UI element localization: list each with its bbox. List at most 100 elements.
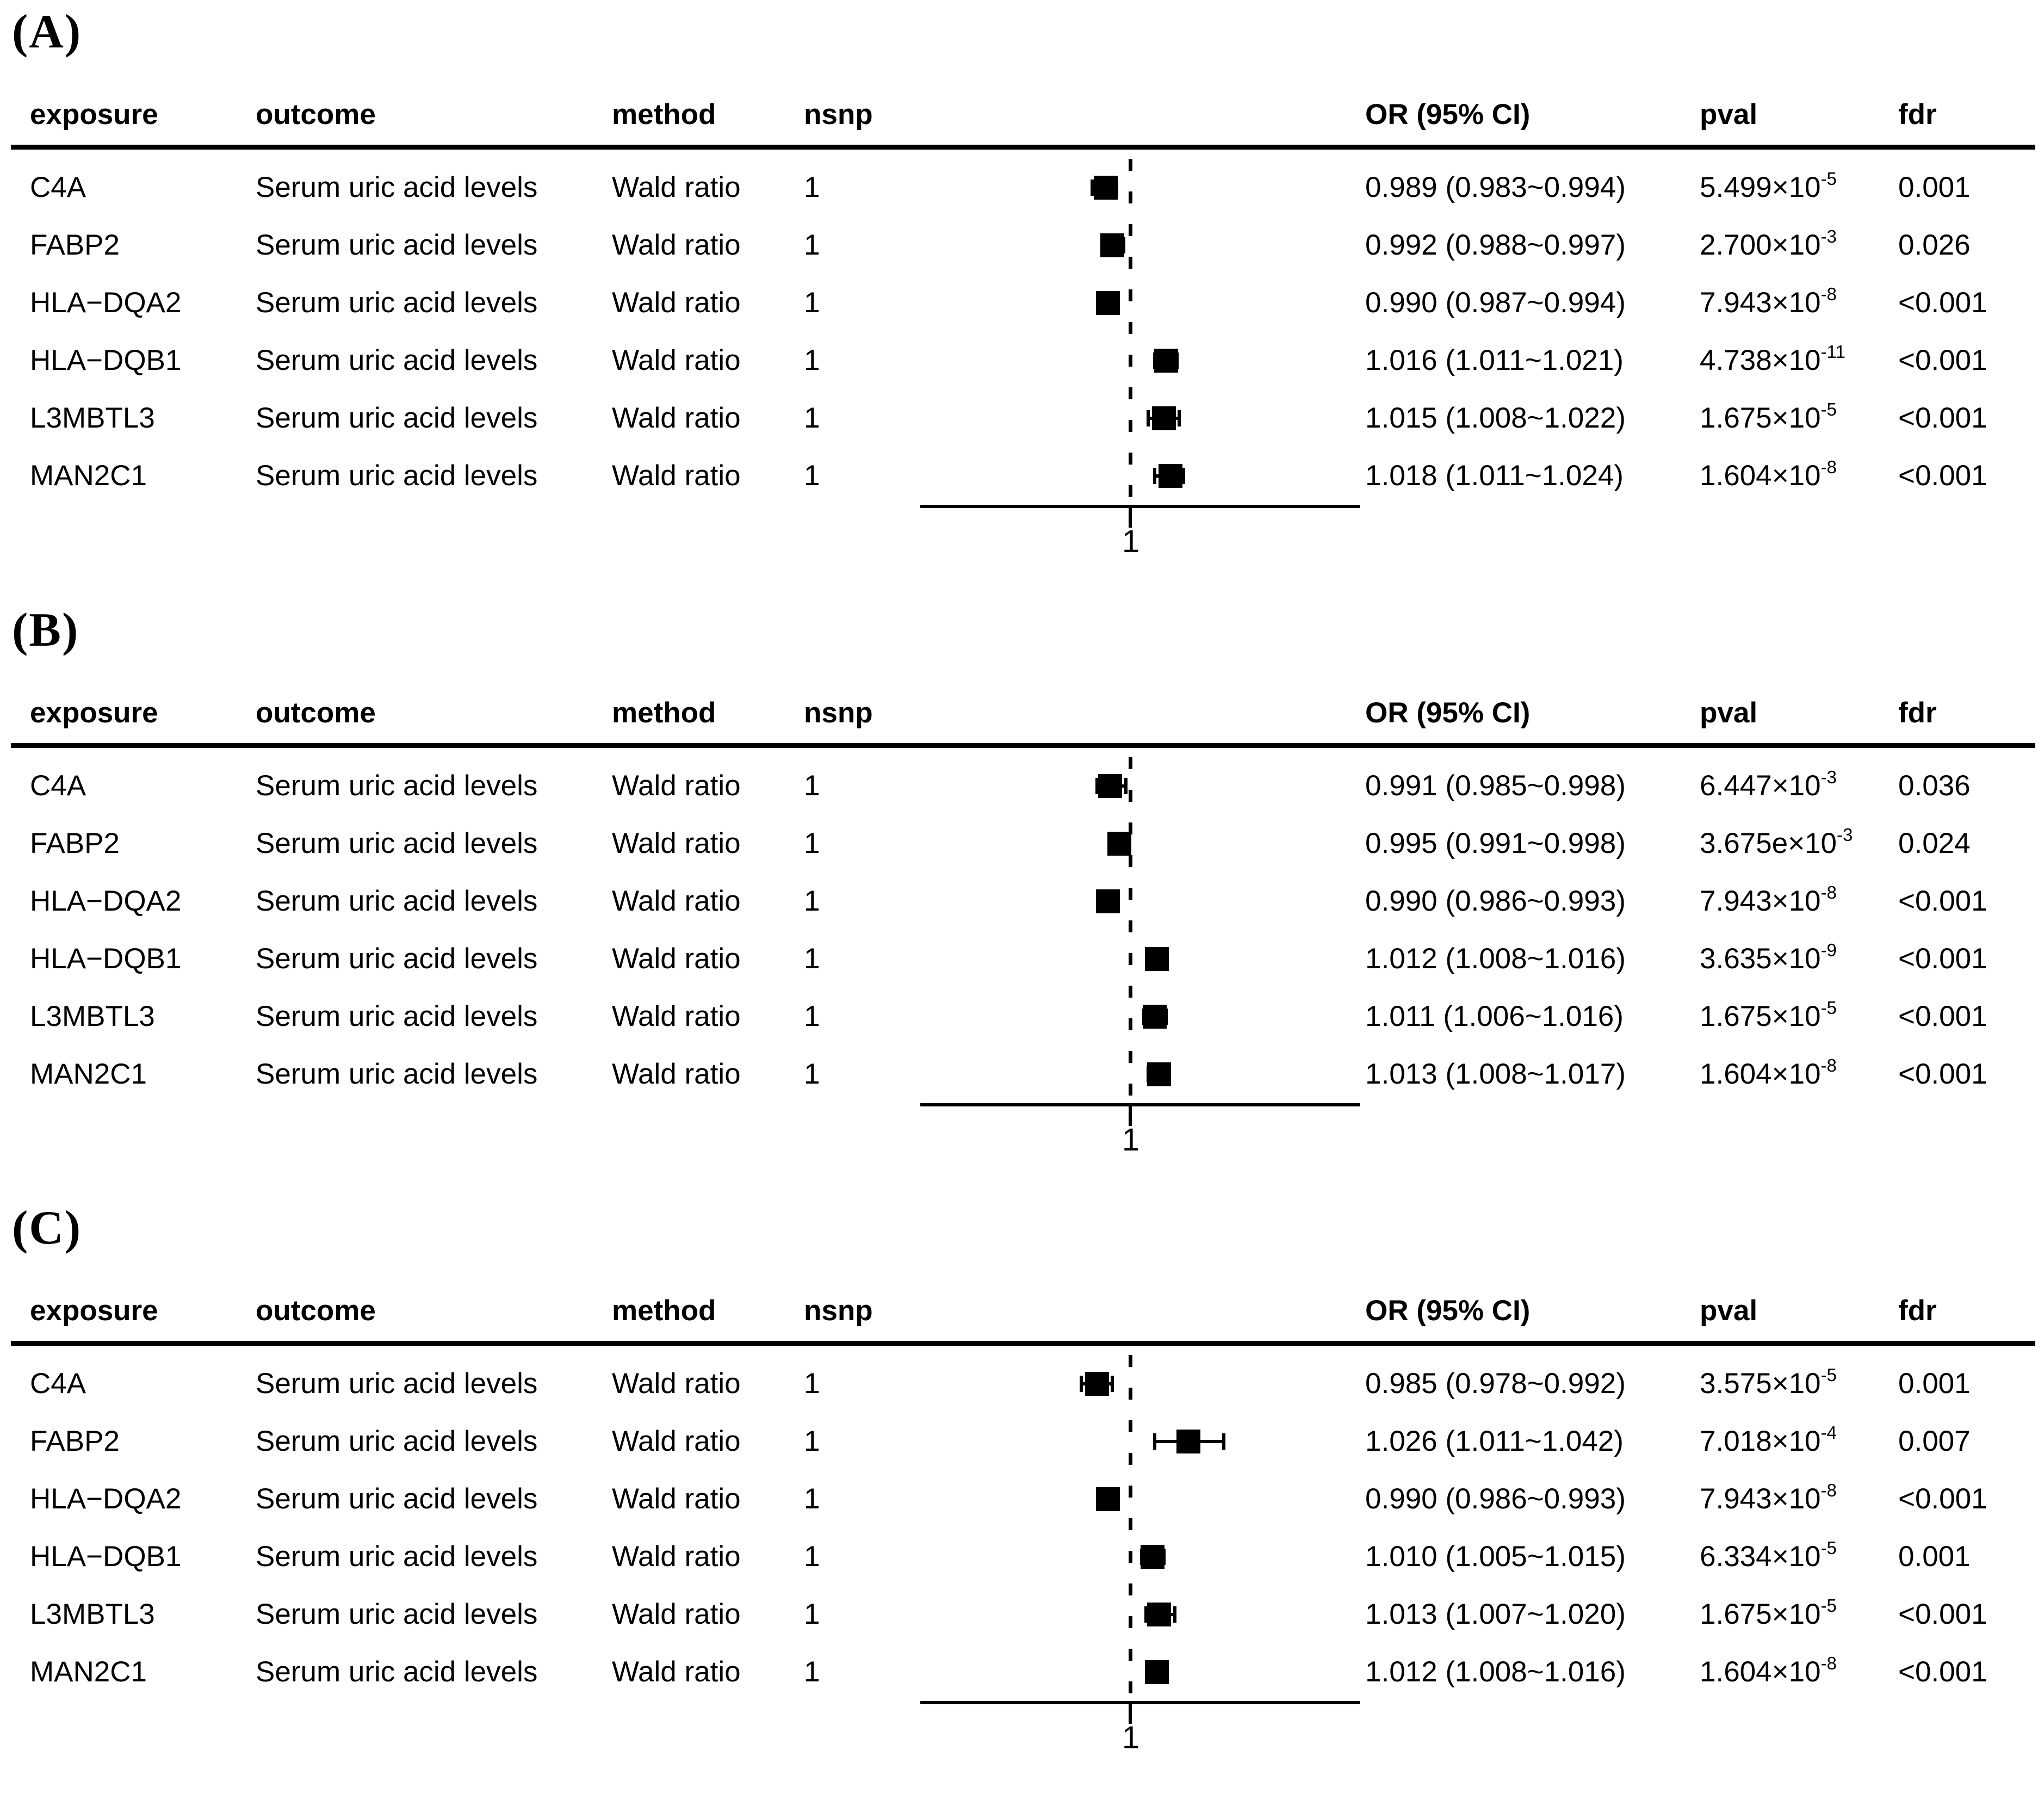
reference-line xyxy=(1129,757,1132,1104)
ci-cap-right xyxy=(1111,1376,1114,1392)
or-point-square xyxy=(1100,233,1125,257)
table-row-L3MBTL3: L3MBTL3 Serum uric acid levels Wald ratio 1… xyxy=(0,995,2044,1038)
pval-exponent: -5 xyxy=(1820,998,1837,1018)
or-point-square xyxy=(1096,291,1120,315)
outcome-cell: Serum uric acid levels xyxy=(256,287,538,319)
outcome-cell: Serum uric acid levels xyxy=(256,1483,538,1515)
or-ci-cell: 0.990 (0.987~0.994) xyxy=(1365,287,1626,319)
x-axis-tick-label: 1 xyxy=(1122,1122,1140,1158)
outcome-cell: Serum uric acid levels xyxy=(256,344,538,376)
col-header-fdr: fdr xyxy=(1898,1295,1937,1327)
or-ci-cell: 1.012 (1.008~1.016) xyxy=(1365,943,1626,975)
col-header-exposure: exposure xyxy=(30,697,158,729)
pval-exponent: -8 xyxy=(1820,882,1837,902)
pval-cell: 3.575×10-5 xyxy=(1700,1365,1837,1400)
outcome-cell: Serum uric acid levels xyxy=(256,1541,538,1573)
col-header-exposure: exposure xyxy=(30,98,158,131)
pval-cell: 1.675×10-5 xyxy=(1700,998,1837,1032)
exposure-cell: MAN2C1 xyxy=(30,1656,147,1688)
fdr-cell: <0.001 xyxy=(1898,1656,1987,1688)
panel-a: (A) exposure outcome method nsnp OR (95%… xyxy=(0,0,2044,598)
or-ci-cell: 0.985 (0.978~0.992) xyxy=(1365,1368,1626,1400)
method-cell: Wald ratio xyxy=(612,770,741,802)
or-ci-cell: 1.013 (1.007~1.020) xyxy=(1365,1598,1626,1630)
pval-cell: 7.943×10-8 xyxy=(1700,284,1837,319)
outcome-cell: Serum uric acid levels xyxy=(256,943,538,975)
exposure-cell: L3MBTL3 xyxy=(30,1598,155,1630)
or-point-square xyxy=(1154,349,1178,373)
outcome-cell: Serum uric acid levels xyxy=(256,1368,538,1400)
method-cell: Wald ratio xyxy=(612,943,741,975)
fdr-cell: <0.001 xyxy=(1898,460,1987,492)
col-header-method: method xyxy=(612,1295,716,1327)
col-header-or-ci: OR (95% CI) xyxy=(1365,98,1531,131)
col-header-nsnp: nsnp xyxy=(804,697,873,729)
nsnp-cell: 1 xyxy=(804,827,820,859)
fdr-cell: 0.001 xyxy=(1898,171,1971,203)
exposure-cell: MAN2C1 xyxy=(30,1058,147,1090)
pval-exponent: -4 xyxy=(1820,1422,1837,1443)
or-ci-cell: 1.010 (1.005~1.015) xyxy=(1365,1541,1626,1573)
method-cell: Wald ratio xyxy=(612,1483,741,1515)
table-row-HLA−DQA2: HLA−DQA2 Serum uric acid levels Wald ratio… xyxy=(0,880,2044,923)
or-ci-cell: 1.016 (1.011~1.021) xyxy=(1365,344,1624,376)
ci-cap-left xyxy=(1079,1376,1083,1392)
table-row-MAN2C1: MAN2C1 Serum uric acid levels Wald ratio 1 1… xyxy=(0,454,2044,498)
x-axis-line xyxy=(920,1701,1360,1704)
pval-cell: 2.700×10-3 xyxy=(1700,226,1837,261)
method-cell: Wald ratio xyxy=(612,1598,741,1630)
pval-exponent: -8 xyxy=(1820,457,1837,477)
pval-cell: 7.943×10-8 xyxy=(1700,1480,1837,1515)
outcome-cell: Serum uric acid levels xyxy=(256,885,538,917)
method-cell: Wald ratio xyxy=(612,171,741,203)
fdr-cell: <0.001 xyxy=(1898,1058,1987,1090)
pval-cell: 6.447×10-3 xyxy=(1700,767,1837,802)
col-header-nsnp: nsnp xyxy=(804,1295,873,1327)
pval-cell: 1.604×10-8 xyxy=(1700,1055,1837,1090)
col-header-pval: pval xyxy=(1700,98,1758,131)
col-header-outcome: outcome xyxy=(256,697,376,729)
exposure-cell: HLA−DQB1 xyxy=(30,344,182,376)
ci-cap-right xyxy=(1182,468,1186,484)
table-row-C4A: C4A Serum uric acid levels Wald ratio 1 0.99… xyxy=(0,764,2044,808)
method-cell: Wald ratio xyxy=(612,1368,741,1400)
exposure-cell: FABP2 xyxy=(30,827,120,859)
panel-c-label: (C) xyxy=(12,1202,82,1254)
outcome-cell: Serum uric acid levels xyxy=(256,1058,538,1090)
or-ci-cell: 1.012 (1.008~1.016) xyxy=(1365,1656,1626,1688)
nsnp-cell: 1 xyxy=(804,1483,820,1515)
pval-cell: 4.738×10-11 xyxy=(1700,342,1845,376)
exposure-cell: HLA−DQB1 xyxy=(30,943,182,975)
nsnp-cell: 1 xyxy=(804,1541,820,1573)
nsnp-cell: 1 xyxy=(804,402,820,434)
exposure-cell: FABP2 xyxy=(30,229,120,261)
fdr-cell: 0.036 xyxy=(1898,770,1971,802)
or-ci-cell: 0.990 (0.986~0.993) xyxy=(1365,885,1626,917)
method-cell: Wald ratio xyxy=(612,885,741,917)
exposure-cell: C4A xyxy=(30,1368,86,1400)
method-cell: Wald ratio xyxy=(612,460,741,492)
exposure-cell: HLA−DQA2 xyxy=(30,1483,182,1515)
or-ci-cell: 1.013 (1.008~1.017) xyxy=(1365,1058,1626,1090)
fdr-cell: <0.001 xyxy=(1898,287,1987,319)
nsnp-cell: 1 xyxy=(804,943,820,975)
outcome-cell: Serum uric acid levels xyxy=(256,1425,538,1457)
fdr-cell: 0.001 xyxy=(1898,1541,1971,1573)
or-point-square xyxy=(1085,1372,1109,1396)
or-point-square xyxy=(1145,1660,1169,1684)
method-cell: Wald ratio xyxy=(612,287,741,319)
nsnp-cell: 1 xyxy=(804,287,820,319)
nsnp-cell: 1 xyxy=(804,1058,820,1090)
nsnp-cell: 1 xyxy=(804,1368,820,1400)
pval-exponent: -8 xyxy=(1820,1653,1837,1673)
x-axis-tick-label: 1 xyxy=(1122,524,1140,559)
pval-cell: 3.675e×10-3 xyxy=(1700,825,1853,859)
nsnp-cell: 1 xyxy=(804,171,820,203)
outcome-cell: Serum uric acid levels xyxy=(256,402,538,434)
pval-cell: 5.499×10-5 xyxy=(1700,169,1837,203)
pval-exponent: -5 xyxy=(1820,399,1837,419)
or-ci-cell: 1.015 (1.008~1.022) xyxy=(1365,402,1626,434)
exposure-cell: L3MBTL3 xyxy=(30,1000,155,1032)
panel-b-label: (B) xyxy=(12,604,79,657)
